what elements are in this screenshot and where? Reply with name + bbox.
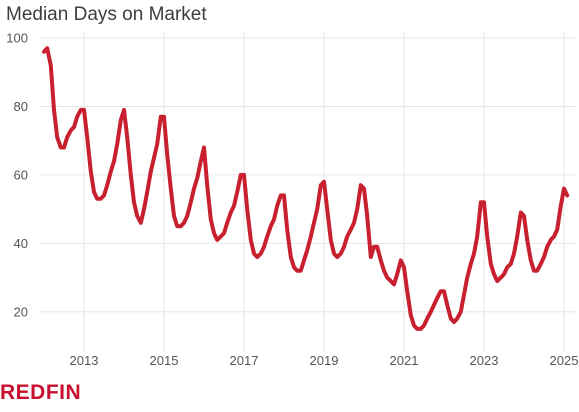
x-tick-label: 2013 [70,353,99,368]
redfin-logo: REDFIN [0,381,82,404]
chart-title: Median Days on Market [6,4,207,25]
x-tick-label: 2021 [390,353,419,368]
line-chart: 20 40 60 80 100 2013 2015 2017 2019 2021 2023 2025 [6,31,579,369]
series-layer [42,46,570,331]
x-tick-label: 2015 [150,353,179,368]
y-tick-label: 80 [14,99,28,114]
x-axis-ticks: 2013 2015 2017 2019 2021 2023 2025 [70,353,579,368]
y-axis-ticks: 20 40 60 80 100 [6,31,28,320]
x-tick-label: 2025 [550,353,579,368]
y-tick-label: 40 [14,236,28,251]
gridlines [40,32,576,352]
x-tick-label: 2023 [470,353,499,368]
y-tick-label: 20 [14,304,28,319]
y-tick-label: 100 [6,31,28,46]
series-line [42,46,570,331]
x-tick-label: 2017 [230,353,259,368]
x-tick-label: 2019 [310,353,339,368]
y-tick-label: 60 [14,167,28,182]
